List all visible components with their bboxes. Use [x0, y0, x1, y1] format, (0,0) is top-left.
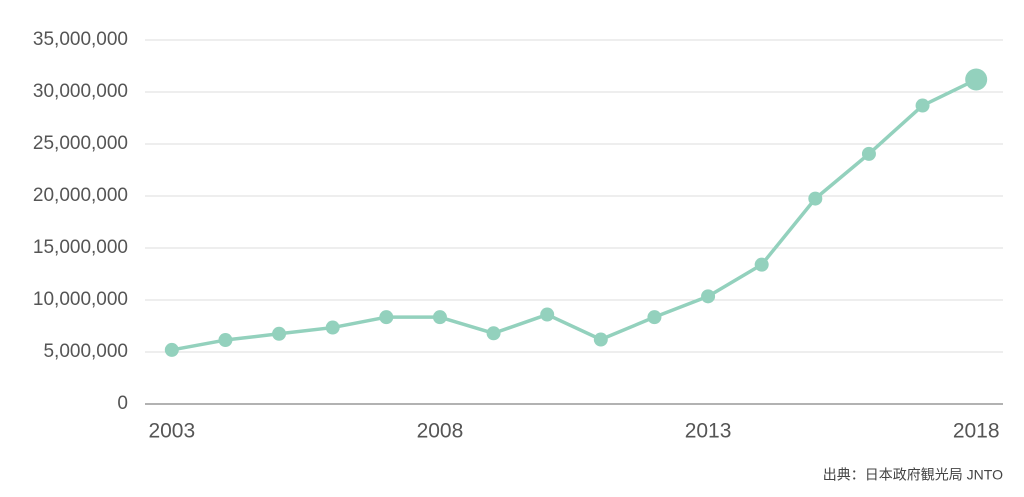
x-tick-label: 2008: [417, 420, 464, 443]
point: [432, 310, 447, 325]
y-tick-label: 15,000,000: [33, 237, 128, 258]
point: [272, 326, 287, 341]
y-tick-label: 25,000,000: [33, 133, 128, 154]
y-tick-label: 20,000,000: [33, 185, 128, 206]
point: [164, 342, 179, 357]
point: [861, 146, 876, 161]
point: [325, 320, 340, 335]
line: [171, 77, 977, 352]
point: [379, 310, 394, 325]
point: [915, 98, 930, 113]
x-tick-label: 2013: [685, 420, 732, 443]
point: [701, 289, 716, 304]
y-tick-label: 10,000,000: [33, 289, 128, 310]
source-note: 出典：日本政府観光局 JNTO: [823, 467, 1003, 483]
x-tick-label: 2003: [148, 420, 195, 443]
point: [593, 332, 608, 347]
y-tick-label: 5,000,000: [43, 341, 128, 362]
point: [647, 310, 662, 325]
point: [540, 307, 555, 322]
point: [486, 326, 501, 341]
point: [754, 257, 769, 272]
y-tick-label: 0: [117, 393, 128, 414]
point: [965, 68, 988, 91]
x-tick-label: 2018: [953, 420, 1000, 443]
y-tick-label: 30,000,000: [33, 81, 128, 102]
point: [218, 333, 233, 348]
y-tick-label: 35,000,000: [33, 29, 128, 50]
point: [808, 191, 823, 206]
